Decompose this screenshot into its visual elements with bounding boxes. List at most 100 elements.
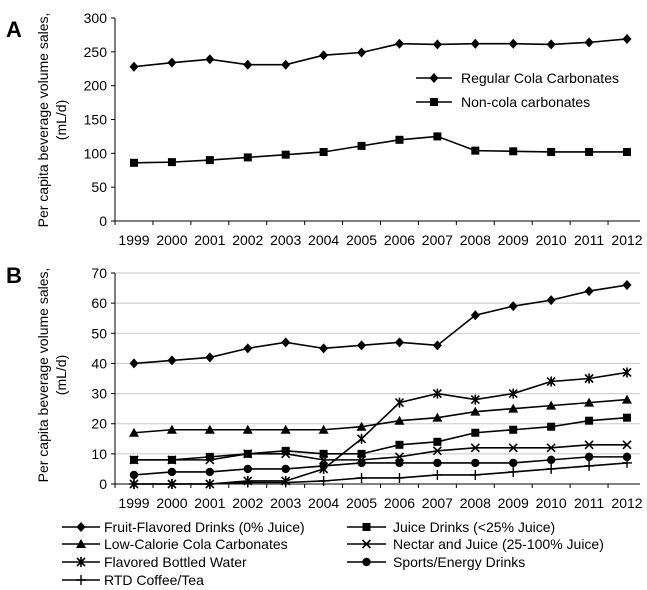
a-xtick-label-11: 2010 bbox=[536, 232, 567, 248]
a-series-0-line bbox=[133, 38, 628, 68]
b-xtick-label-13: 2012 bbox=[611, 495, 642, 511]
b-series-4-point-10 bbox=[508, 388, 518, 399]
b-series-3-point-13 bbox=[622, 440, 632, 450]
b-series-5-point-1 bbox=[167, 467, 177, 477]
b-series-6-point-9 bbox=[470, 469, 481, 480]
b-series-3-line bbox=[134, 444, 627, 461]
b-series-6-line bbox=[134, 462, 628, 485]
a-series-0-point-12 bbox=[584, 37, 594, 48]
a-legend-marker-1 bbox=[430, 98, 438, 106]
a-series-1-point-4 bbox=[281, 150, 290, 159]
b-series-3-point-3 bbox=[243, 449, 253, 459]
b-series-5-point-7 bbox=[395, 458, 404, 468]
b-series-1-point-12 bbox=[585, 416, 594, 425]
b-legend-marker-1 bbox=[362, 523, 371, 531]
b-xtick-label-12: 2011 bbox=[574, 495, 604, 511]
b-xtick-label-0: 1999 bbox=[118, 495, 149, 511]
a-ytick-label-3: 150 bbox=[84, 112, 108, 128]
a-series-1-point-0 bbox=[130, 158, 138, 167]
b-series-1-point-6 bbox=[357, 449, 366, 458]
b-legend-entry-6: RTD Coffee/Tea bbox=[62, 572, 204, 588]
b-series-0-point-12 bbox=[584, 286, 594, 297]
b-series-4-point-7 bbox=[394, 397, 405, 408]
b-series-3-point-2 bbox=[205, 455, 215, 465]
b-series-5-point-6 bbox=[357, 458, 366, 468]
b-series-5-point-9 bbox=[471, 458, 480, 468]
b-series-5-point-13 bbox=[622, 452, 632, 462]
b-xtick-label-11: 2010 bbox=[536, 495, 567, 511]
b-series-5-point-3 bbox=[243, 464, 252, 474]
b-series-1-line bbox=[134, 416, 628, 461]
b-series-1-point-13 bbox=[623, 413, 631, 422]
a-xtick-label-6: 2005 bbox=[346, 232, 377, 248]
b-series-2-point-7 bbox=[394, 415, 405, 425]
b-series-4-point-12 bbox=[584, 373, 594, 384]
b-series-3-point-7 bbox=[394, 452, 405, 462]
b-series-6-point-0 bbox=[129, 479, 139, 489]
a-xtick-label-9: 2008 bbox=[460, 232, 491, 248]
b-xtick-label-3: 2002 bbox=[232, 495, 263, 511]
b-series-0-point-5 bbox=[319, 343, 329, 354]
b-xtick-label-5: 2004 bbox=[308, 495, 339, 511]
a-ytick-label-2: 100 bbox=[84, 145, 108, 161]
a-legend-label-1: Non-cola carbonates bbox=[461, 94, 590, 110]
b-series-0-point-0 bbox=[129, 358, 139, 369]
b-series-2-point-4 bbox=[280, 424, 291, 434]
a-xtick-label-5: 2004 bbox=[308, 232, 339, 248]
a-xtick-label-13: 2012 bbox=[611, 232, 642, 248]
a-series-1-point-3 bbox=[243, 153, 252, 162]
a-xtick-label-0: 1999 bbox=[118, 232, 149, 248]
b-ytick-label-5: 50 bbox=[91, 325, 107, 341]
b-series-0-point-8 bbox=[432, 340, 442, 351]
b-ytick-label-7: 70 bbox=[91, 265, 107, 281]
b-series-0-line bbox=[133, 284, 628, 365]
b-series-5-point-2 bbox=[205, 467, 215, 477]
b-series-4-point-6 bbox=[356, 433, 367, 444]
a-ytick-label-1: 50 bbox=[91, 179, 107, 195]
b-ytick-label-1: 10 bbox=[91, 446, 107, 462]
b-xtick-label-8: 2007 bbox=[422, 495, 453, 511]
b-series-6 bbox=[129, 457, 632, 489]
a-xtick-label-7: 2006 bbox=[384, 232, 415, 248]
a-series-1-point-12 bbox=[585, 147, 594, 156]
a-series-0 bbox=[129, 33, 632, 72]
a-series-1-point-9 bbox=[471, 146, 480, 155]
b-ytick-label-3: 30 bbox=[91, 386, 107, 402]
b-series-2-point-5 bbox=[318, 424, 329, 434]
b-series-5 bbox=[129, 452, 632, 480]
a-series-1-point-6 bbox=[357, 141, 366, 150]
b-ytick-label-6: 60 bbox=[91, 295, 107, 311]
b-series-5-point-5 bbox=[319, 461, 328, 471]
b-series-0-point-11 bbox=[546, 295, 556, 306]
b-series-1-point-4 bbox=[281, 446, 290, 455]
b-series-6-point-8 bbox=[432, 469, 443, 480]
panel-b-ylabel-line1: Per capita beverage volume sales, bbox=[35, 268, 51, 483]
panel-a-chart: A Per capita beverage volume sales, (mL/… bbox=[6, 10, 643, 248]
b-series-5-point-0 bbox=[129, 470, 139, 480]
a-series-1-point-2 bbox=[205, 156, 214, 165]
b-ytick-label-2: 20 bbox=[91, 416, 107, 432]
a-ytick-label-5: 250 bbox=[84, 44, 108, 60]
b-xtick-label-1: 2000 bbox=[156, 495, 187, 511]
a-xtick-label-3: 2002 bbox=[232, 232, 263, 248]
a-series-0-point-13 bbox=[622, 33, 632, 44]
a-series-1 bbox=[130, 132, 631, 167]
b-legend-marker-2 bbox=[76, 539, 86, 548]
b-series-2-point-8 bbox=[432, 412, 443, 422]
b-series-1-point-11 bbox=[547, 422, 556, 431]
b-series-0-point-3 bbox=[243, 343, 253, 354]
b-series-4-point-9 bbox=[470, 394, 480, 405]
b-series-6-point-2 bbox=[204, 479, 215, 489]
a-series-1-point-5 bbox=[319, 147, 328, 156]
b-legend-entry-2: Low-Calorie Cola Carbonates bbox=[62, 536, 288, 552]
b-legend-marker-3 bbox=[361, 539, 372, 549]
b-legend-marker-6 bbox=[76, 575, 86, 585]
b-series-4 bbox=[129, 367, 632, 489]
b-series-3-point-10 bbox=[508, 443, 518, 453]
a-series-1-point-10 bbox=[509, 147, 518, 156]
b-series-3-point-0 bbox=[129, 455, 139, 465]
b-series-2-point-10 bbox=[508, 403, 519, 413]
b-series-3-point-8 bbox=[432, 446, 442, 456]
b-series-5-point-10 bbox=[509, 458, 518, 468]
a-xtick-label-4: 2003 bbox=[270, 232, 301, 248]
